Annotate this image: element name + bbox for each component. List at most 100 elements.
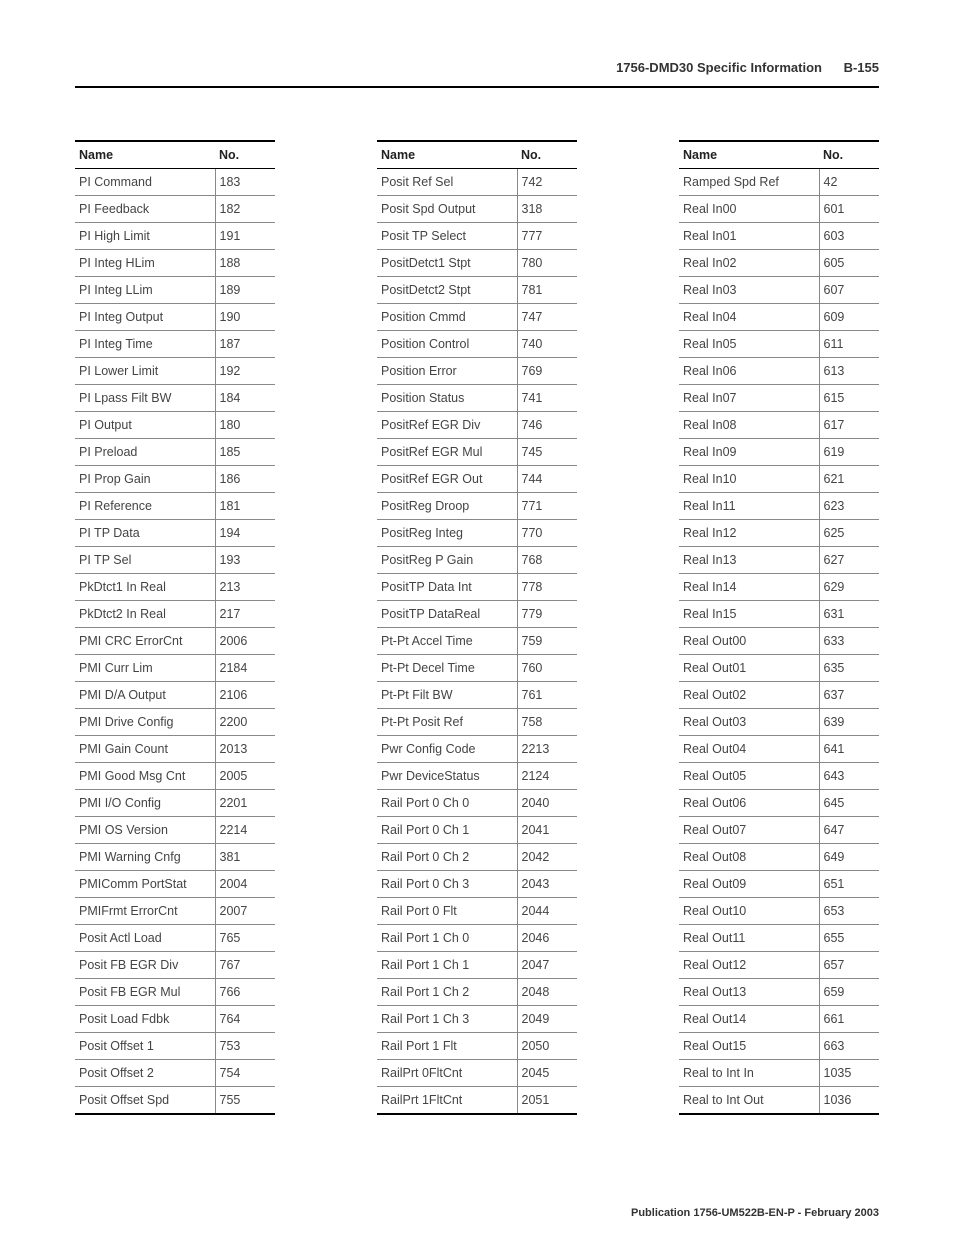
cell-no: 779 [517, 601, 577, 628]
cell-no: 2049 [517, 1006, 577, 1033]
cell-no: 778 [517, 574, 577, 601]
cell-name: PI Feedback [75, 196, 215, 223]
table-row: PMI CRC ErrorCnt2006 [75, 628, 275, 655]
cell-no: 2106 [215, 682, 275, 709]
cell-name: PI High Limit [75, 223, 215, 250]
cell-name: PMI Warning Cnfg [75, 844, 215, 871]
cell-no: 1036 [819, 1087, 879, 1115]
table-row: Rail Port 1 Ch 22048 [377, 979, 577, 1006]
table-row: PMI Warning Cnfg381 [75, 844, 275, 871]
cell-name: Real In05 [679, 331, 819, 358]
cell-name: RailPrt 0FltCnt [377, 1060, 517, 1087]
cell-no: 764 [215, 1006, 275, 1033]
cell-no: 2124 [517, 763, 577, 790]
cell-no: 619 [819, 439, 879, 466]
cell-no: 182 [215, 196, 275, 223]
table-row: PI Lower Limit192 [75, 358, 275, 385]
cell-name: Pt-Pt Accel Time [377, 628, 517, 655]
cell-no: 1035 [819, 1060, 879, 1087]
cell-name: PI Integ LLim [75, 277, 215, 304]
cell-no: 740 [517, 331, 577, 358]
cell-no: 2051 [517, 1087, 577, 1115]
table-row: PI Integ HLim188 [75, 250, 275, 277]
col-header-no: No. [517, 141, 577, 169]
cell-no: 2042 [517, 844, 577, 871]
table-row: PMI Curr Lim2184 [75, 655, 275, 682]
cell-name: Real Out06 [679, 790, 819, 817]
table-row: PI Feedback182 [75, 196, 275, 223]
table-row: PMI Gain Count2013 [75, 736, 275, 763]
cell-no: 657 [819, 952, 879, 979]
cell-no: 2043 [517, 871, 577, 898]
cell-name: Pt-Pt Decel Time [377, 655, 517, 682]
table-row: Real Out11655 [679, 925, 879, 952]
cell-no: 607 [819, 277, 879, 304]
table-row: Pt-Pt Posit Ref758 [377, 709, 577, 736]
cell-name: Posit Load Fdbk [75, 1006, 215, 1033]
table-row: PI Integ Time187 [75, 331, 275, 358]
table-row: PMI OS Version2214 [75, 817, 275, 844]
table-row: Rail Port 0 Ch 02040 [377, 790, 577, 817]
cell-no: 753 [215, 1033, 275, 1060]
table-row: Pt-Pt Decel Time760 [377, 655, 577, 682]
cell-name: PMI Curr Lim [75, 655, 215, 682]
table-row: Pt-Pt Accel Time759 [377, 628, 577, 655]
table-row: Posit Actl Load765 [75, 925, 275, 952]
page-footer: Publication 1756-UM522B-EN-P - February … [631, 1207, 879, 1219]
cell-name: PositDetct1 Stpt [377, 250, 517, 277]
cell-no: 603 [819, 223, 879, 250]
table-row: Rail Port 1 Ch 32049 [377, 1006, 577, 1033]
cell-no: 601 [819, 196, 879, 223]
table-row: Rail Port 0 Ch 32043 [377, 871, 577, 898]
table-row: PI TP Sel193 [75, 547, 275, 574]
cell-name: PMI I/O Config [75, 790, 215, 817]
cell-no: 649 [819, 844, 879, 871]
cell-name: PI Lower Limit [75, 358, 215, 385]
cell-name: Real Out03 [679, 709, 819, 736]
cell-no: 623 [819, 493, 879, 520]
table-row: Real In13627 [679, 547, 879, 574]
cell-no: 760 [517, 655, 577, 682]
cell-name: Rail Port 1 Ch 0 [377, 925, 517, 952]
cell-no: 180 [215, 412, 275, 439]
cell-name: Pwr DeviceStatus [377, 763, 517, 790]
table-row: Posit FB EGR Mul766 [75, 979, 275, 1006]
cell-name: PMIComm PortStat [75, 871, 215, 898]
cell-no: 2201 [215, 790, 275, 817]
cell-no: 637 [819, 682, 879, 709]
cell-name: PositReg P Gain [377, 547, 517, 574]
table-row: Pwr DeviceStatus2124 [377, 763, 577, 790]
table-row: PositTP Data Int778 [377, 574, 577, 601]
cell-no: 184 [215, 385, 275, 412]
cell-name: Position Error [377, 358, 517, 385]
table-row: Real Out14661 [679, 1006, 879, 1033]
col-header-name: Name [679, 141, 819, 169]
cell-no: 2040 [517, 790, 577, 817]
table-row: PI TP Data194 [75, 520, 275, 547]
cell-name: Real Out10 [679, 898, 819, 925]
table-row: Rail Port 1 Ch 02046 [377, 925, 577, 952]
cell-name: Real Out15 [679, 1033, 819, 1060]
cell-no: 741 [517, 385, 577, 412]
cell-no: 185 [215, 439, 275, 466]
cell-no: 777 [517, 223, 577, 250]
table-row: PI Prop Gain186 [75, 466, 275, 493]
cell-name: PI TP Sel [75, 547, 215, 574]
cell-name: PkDtct1 In Real [75, 574, 215, 601]
table-row: Real to Int In1035 [679, 1060, 879, 1087]
cell-no: 189 [215, 277, 275, 304]
cell-no: 213 [215, 574, 275, 601]
cell-name: PMI Gain Count [75, 736, 215, 763]
cell-no: 192 [215, 358, 275, 385]
table-row: Real In02605 [679, 250, 879, 277]
cell-name: PMI Drive Config [75, 709, 215, 736]
cell-no: 745 [517, 439, 577, 466]
header-pageno: B-155 [844, 60, 879, 75]
table-row: Real In01603 [679, 223, 879, 250]
table-row: PositDetct1 Stpt780 [377, 250, 577, 277]
tables-container: NameNo.PI Command183PI Feedback182PI Hig… [75, 140, 879, 1115]
cell-name: Real Out14 [679, 1006, 819, 1033]
table-row: Posit Spd Output318 [377, 196, 577, 223]
cell-no: 2184 [215, 655, 275, 682]
table-row: Real Out03639 [679, 709, 879, 736]
